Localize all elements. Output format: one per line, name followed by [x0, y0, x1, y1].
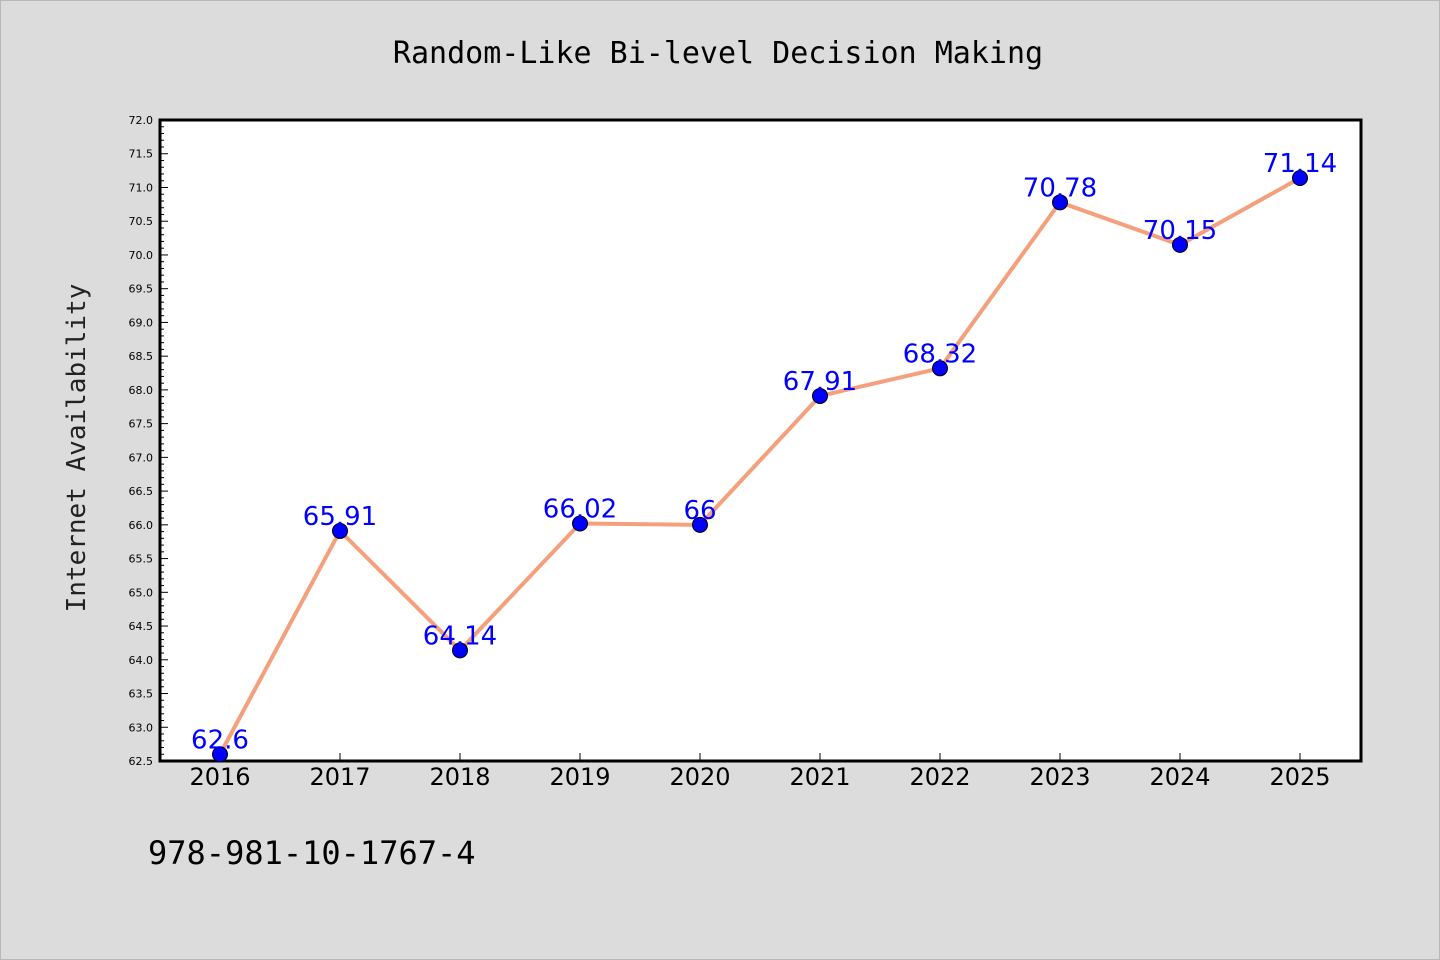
x-tick-label: 2024 [1149, 763, 1210, 791]
data-label: 71.14 [1263, 149, 1337, 179]
data-point [1172, 236, 1188, 253]
y-tick-label: 71.0 [129, 181, 154, 194]
x-tick-label: 2021 [789, 763, 850, 791]
data-point [1052, 194, 1068, 211]
x-tick-label: 2019 [549, 763, 610, 791]
plot-area [158, 118, 1363, 763]
y-tick-label: 71.5 [129, 148, 154, 161]
data-point [932, 360, 948, 377]
data-label: 66 [683, 496, 716, 526]
x-tick-label: 2025 [1269, 763, 1330, 791]
data-label: 62.6 [191, 725, 249, 755]
y-tick-label: 68.5 [129, 350, 154, 363]
series-line [218, 176, 1301, 756]
x-tick-label: 2022 [909, 763, 970, 791]
chart-title: Random-Like Bi-level Decision Making [393, 36, 1043, 71]
y-tick-label: 66.0 [129, 519, 154, 532]
y-tick-label: 65.0 [129, 586, 154, 599]
data-point [212, 746, 228, 763]
isbn-text: 978-981-10-1767-4 [148, 834, 476, 872]
y-tick-label: 69.0 [129, 316, 154, 329]
y-tick-label: 65.5 [129, 553, 154, 566]
data-point [332, 522, 348, 539]
y-tick-label: 67.0 [129, 451, 154, 464]
y-tick-label: 64.0 [129, 654, 154, 667]
data-label: 70.15 [1143, 216, 1217, 246]
data-label: 65.91 [303, 502, 377, 532]
y-tick-label: 62.5 [129, 755, 154, 768]
x-tick-label: 2017 [309, 763, 370, 791]
y-tick-label: 66.5 [129, 485, 154, 498]
y-tick-label: 67.5 [129, 418, 154, 431]
x-tick-label: 2023 [1029, 763, 1090, 791]
data-point [452, 642, 468, 659]
y-tick-label: 68.0 [129, 384, 154, 397]
x-tick-label: 2016 [189, 763, 250, 791]
data-label: 67.91 [783, 367, 857, 397]
x-tick-label: 2020 [669, 763, 730, 791]
data-point [572, 515, 588, 532]
data-point [1292, 170, 1308, 187]
data-label: 68.32 [903, 339, 977, 369]
series-group: 62.6 65.91 64.14 66.02 66 67.91 68.32 70.78 70.1… [191, 149, 1337, 763]
y-tick-label: 63.5 [129, 688, 154, 701]
y-tick-label: 69.5 [129, 283, 154, 296]
y-axis: 62.5 63.0 63.5 64.0 64.5 65.0 65.5 66.0 66.5 67.0… [129, 114, 168, 768]
x-axis: 2016 2017 2018 2019 2020 2021 2022 2023 2024 2025 [189, 753, 1331, 791]
y-tick-label: 70.0 [129, 249, 154, 262]
y-tick-label: 64.5 [129, 620, 154, 633]
y-tick-label: 63.0 [129, 721, 154, 734]
data-label: 70.78 [1023, 173, 1097, 203]
x-tick-label: 2018 [429, 763, 490, 791]
data-point [692, 516, 708, 533]
y-tick-label: 72.0 [129, 114, 154, 127]
y-tick-label: 70.5 [129, 215, 154, 228]
y-axis-label: Internet Availability [62, 284, 92, 613]
data-label: 64.14 [423, 621, 497, 651]
data-point [812, 387, 828, 404]
data-label: 66.02 [543, 494, 617, 524]
